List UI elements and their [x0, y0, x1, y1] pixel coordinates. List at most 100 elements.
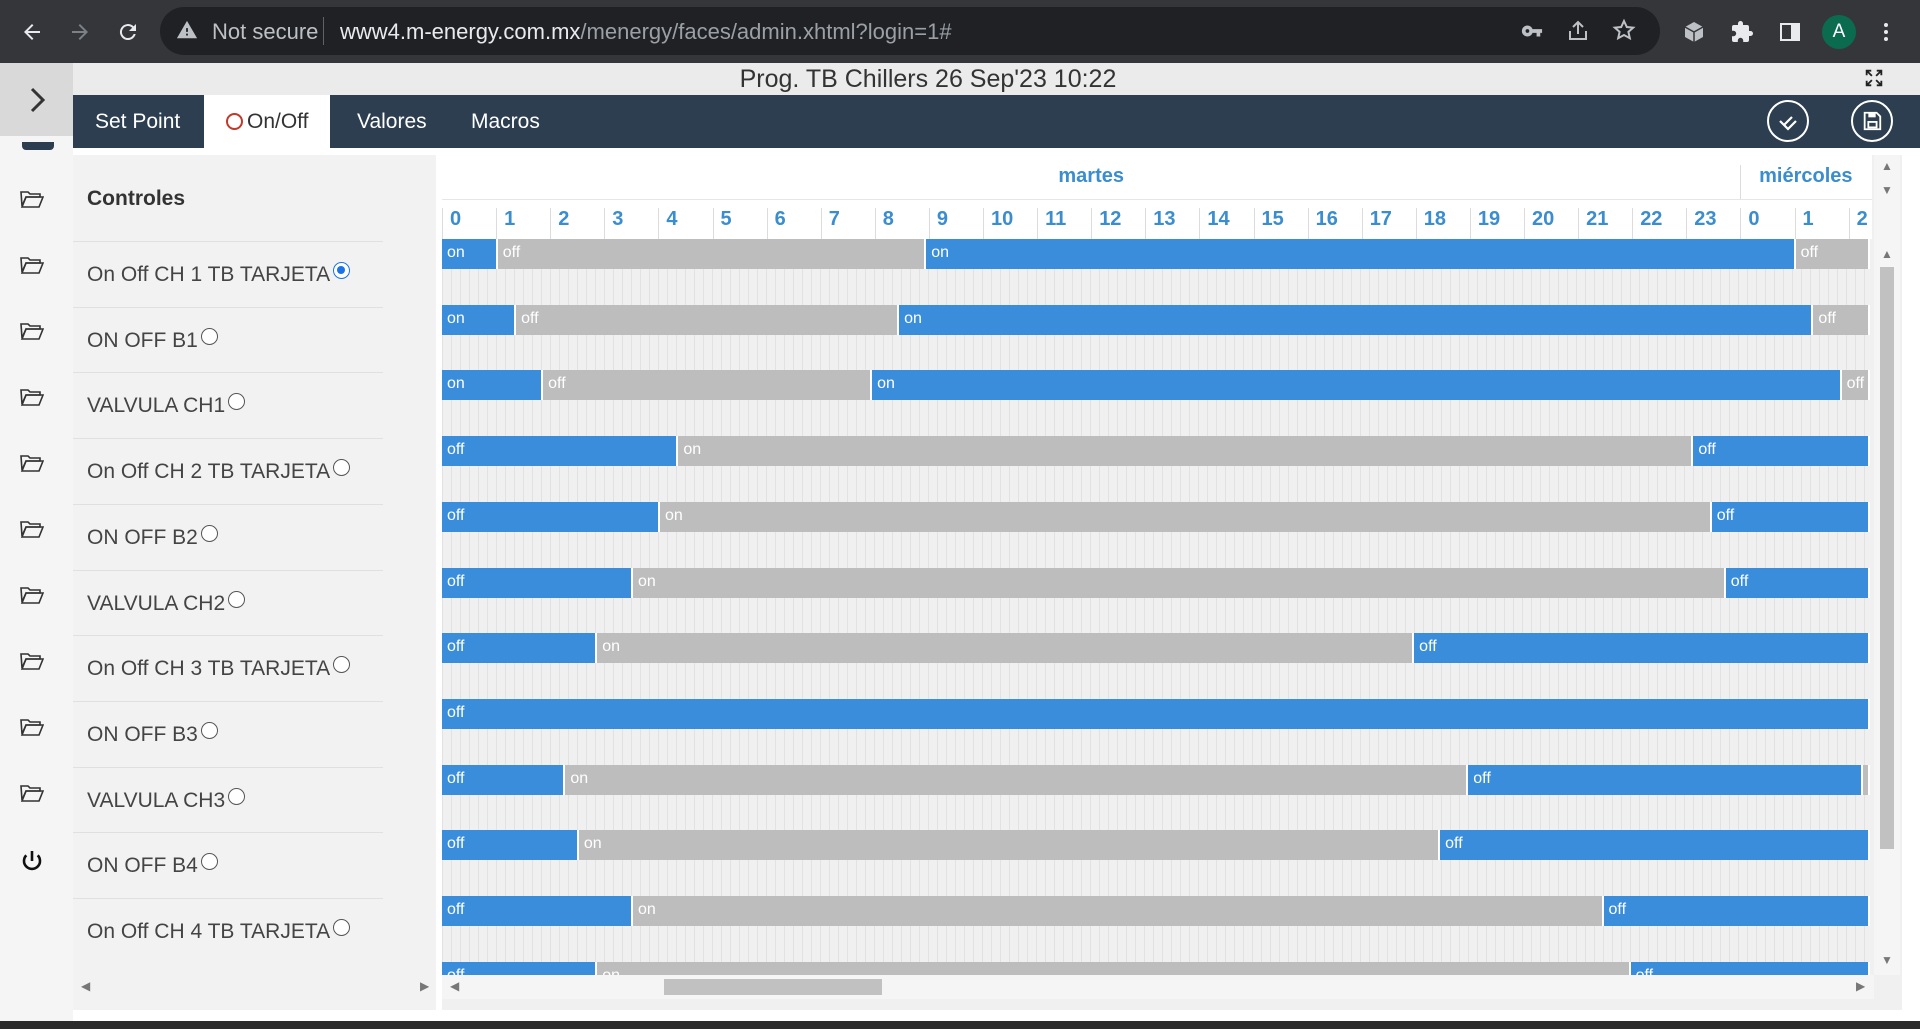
cube-extension-icon[interactable]	[1676, 14, 1712, 50]
schedule-segment-on[interactable]: off	[1414, 633, 1871, 664]
schedule-segment-on[interactable]: off	[1603, 896, 1871, 926]
forward-icon[interactable]	[62, 14, 98, 50]
horizontal-scrollbar[interactable]: ◀ ▶	[442, 975, 1874, 999]
schedule-segment-off[interactable]: off	[1813, 304, 1871, 335]
control-radio[interactable]	[228, 393, 246, 411]
scroll-left-icon[interactable]: ◀	[81, 979, 91, 993]
control-radio[interactable]	[200, 524, 218, 542]
folder-open-icon[interactable]	[20, 189, 46, 211]
warning-icon[interactable]	[176, 19, 198, 46]
expand-sidebar-button[interactable]	[0, 63, 73, 136]
puzzle-icon[interactable]	[1724, 14, 1760, 50]
schedule-segment-on[interactable]: on	[899, 304, 1814, 335]
avatar[interactable]: A	[1822, 15, 1856, 49]
scroll-thumb[interactable]	[1880, 267, 1894, 849]
schedule-segment-on[interactable]: off	[442, 764, 566, 795]
schedule-segment-off[interactable]: off	[1841, 370, 1871, 401]
schedule-segment-off[interactable]: off	[1795, 239, 1871, 269]
schedule-segment-on[interactable]: off	[442, 896, 633, 926]
back-icon[interactable]	[14, 14, 50, 50]
side-panel-icon[interactable]	[1772, 14, 1808, 50]
folder-open-icon[interactable]	[20, 321, 46, 343]
control-row[interactable]: ON OFF B2	[73, 503, 383, 569]
tab-on-off[interactable]: On/Off	[204, 95, 331, 148]
schedule-segment-off[interactable]: on	[597, 633, 1415, 664]
control-row[interactable]: VALVULA CH3	[73, 766, 383, 832]
tab-valores[interactable]: Valores	[335, 95, 449, 148]
save-icon[interactable]	[1851, 100, 1893, 142]
folder-open-icon[interactable]	[20, 783, 46, 805]
checklist-icon[interactable]	[1767, 100, 1809, 142]
folder-open-icon[interactable]	[20, 255, 46, 277]
scroll-right-icon[interactable]: ▶	[1856, 979, 1866, 993]
control-radio[interactable]	[333, 919, 351, 936]
schedule-segment-on[interactable]: off	[442, 830, 579, 861]
control-row[interactable]: On Off CH 4 TB TARJETA	[73, 898, 383, 963]
control-row[interactable]: VALVULA CH1	[73, 372, 383, 437]
schedule-segment-on[interactable]: off	[442, 633, 598, 664]
schedule-segment-off[interactable]: on	[660, 501, 1712, 532]
address-bar[interactable]: Not secure www4.m-energy.com.mx/menergy/…	[160, 7, 1660, 55]
control-row[interactable]: VALVULA CH2	[73, 569, 383, 635]
tab-macros[interactable]: Macros	[449, 95, 562, 148]
folder-open-icon[interactable]	[20, 651, 46, 673]
schedule-segment-off[interactable]: on	[565, 764, 1469, 795]
menu-icon[interactable]	[1868, 14, 1904, 50]
scroll-up-icon[interactable]: ▲	[1881, 159, 1893, 173]
schedule-segment-off[interactable]: on	[632, 567, 1726, 598]
schedule-segment-on[interactable]: off	[442, 436, 679, 467]
folder-open-icon[interactable]	[20, 519, 46, 541]
schedule-segment-on[interactable]: off	[1440, 830, 1871, 861]
schedule-segment-on[interactable]: off	[442, 961, 598, 975]
folder-open-icon[interactable]	[20, 585, 46, 607]
star-icon[interactable]	[1612, 18, 1636, 47]
controls-scrollbar[interactable]: ◀ ▶	[73, 975, 436, 999]
control-radio[interactable]	[200, 853, 218, 871]
control-radio[interactable]	[333, 459, 351, 477]
schedule-segment-on[interactable]: on	[442, 304, 517, 335]
control-row[interactable]: ON OFF B3	[73, 700, 383, 766]
url-text[interactable]: www4.m-energy.com.mx/menergy/faces/admin…	[340, 19, 952, 45]
schedule-segment-off[interactable]	[1863, 764, 1871, 795]
scroll-down-icon[interactable]: ▼	[1881, 183, 1893, 197]
schedule-segment-off[interactable]: off	[497, 239, 927, 269]
control-row[interactable]: ON OFF B1	[73, 306, 383, 372]
schedule-segment-off[interactable]: off	[516, 304, 900, 335]
schedule-segment-on[interactable]: off	[442, 567, 633, 598]
schedule-segment-off[interactable]: on	[597, 961, 1631, 975]
folder-open-icon[interactable]	[20, 387, 46, 409]
schedule-segment-on[interactable]: off	[1693, 436, 1871, 467]
control-radio[interactable]	[333, 262, 351, 279]
schedule-segment-on[interactable]: on	[442, 370, 544, 401]
schedule-segment-on[interactable]: off	[1468, 764, 1864, 795]
control-row[interactable]: ON OFF B4	[73, 832, 383, 897]
share-icon[interactable]	[1566, 19, 1590, 48]
scroll-up-icon[interactable]: ▲	[1881, 247, 1893, 261]
schedule-segment-off[interactable]: on	[678, 436, 1694, 467]
schedule-segment-on[interactable]: on	[442, 239, 498, 269]
schedule-segment-on[interactable]: on	[926, 239, 1796, 269]
folder-open-icon[interactable]	[20, 453, 46, 475]
power-icon[interactable]	[20, 849, 46, 871]
schedule-segment-on[interactable]: off	[1630, 961, 1871, 975]
control-row[interactable]: On Off CH 1 TB TARJETA	[73, 241, 383, 306]
tab-set-point[interactable]: Set Point	[73, 95, 202, 148]
fullscreen-icon[interactable]	[1863, 67, 1885, 94]
reload-icon[interactable]	[110, 14, 146, 50]
security-label[interactable]: Not secure	[212, 19, 319, 44]
control-row[interactable]: On Off CH 3 TB TARJETA	[73, 635, 383, 700]
control-row[interactable]: On Off CH 2 TB TARJETA	[73, 438, 383, 503]
schedule-segment-off[interactable]: on	[632, 896, 1604, 926]
control-radio[interactable]	[333, 656, 351, 674]
key-icon[interactable]	[1520, 20, 1544, 47]
control-radio[interactable]	[228, 590, 246, 608]
schedule-lanes[interactable]: on off on off on off on off on off on off off on off of…	[442, 239, 1872, 975]
folder-open-icon[interactable]	[20, 717, 46, 739]
vertical-scrollbar[interactable]: ▲ ▼ ▲ ▼	[1874, 155, 1900, 975]
control-radio[interactable]	[228, 787, 246, 805]
schedule-segment-on[interactable]: on	[872, 370, 1842, 401]
scroll-down-icon[interactable]: ▼	[1881, 953, 1893, 967]
control-radio[interactable]	[200, 721, 218, 739]
control-radio[interactable]	[200, 327, 218, 345]
schedule-segment-on[interactable]: off	[1725, 567, 1871, 598]
